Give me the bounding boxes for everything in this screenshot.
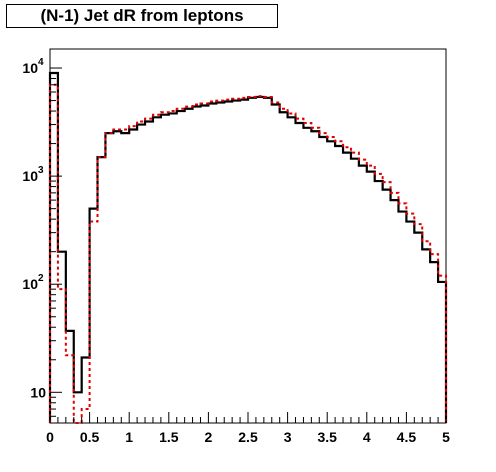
y-tick-exponent: 4 bbox=[38, 57, 44, 68]
histogram-series-2 bbox=[49, 83, 447, 424]
plot-frame bbox=[49, 48, 447, 424]
y-tick-exponent: 3 bbox=[38, 165, 44, 176]
x-tick-label: 4 bbox=[363, 429, 371, 445]
x-tick-label: 1 bbox=[125, 429, 133, 445]
x-tick-label: 1.5 bbox=[159, 429, 179, 445]
x-tick-label: 0.5 bbox=[80, 429, 100, 445]
y-tick-label: 10 bbox=[30, 384, 46, 400]
y-tick-exponent: 2 bbox=[38, 273, 44, 284]
x-tick-label: 5 bbox=[442, 429, 450, 445]
histogram-series-1 bbox=[48, 71, 448, 423]
x-tick-label: 0 bbox=[46, 429, 54, 445]
x-tick-label: 4.5 bbox=[397, 429, 417, 445]
x-tick-label: 2.5 bbox=[238, 429, 258, 445]
x-tick-label: 3.5 bbox=[317, 429, 337, 445]
x-tick-label: 3 bbox=[284, 429, 292, 445]
chart-title: (N-1) Jet dR from leptons bbox=[6, 4, 278, 28]
y-tick-label: 10 bbox=[22, 60, 38, 76]
x-tick-label: 2 bbox=[205, 429, 213, 445]
series-layer bbox=[48, 71, 448, 424]
y-tick-label: 10 bbox=[22, 276, 38, 292]
y-tick-label: 10 bbox=[22, 168, 38, 184]
